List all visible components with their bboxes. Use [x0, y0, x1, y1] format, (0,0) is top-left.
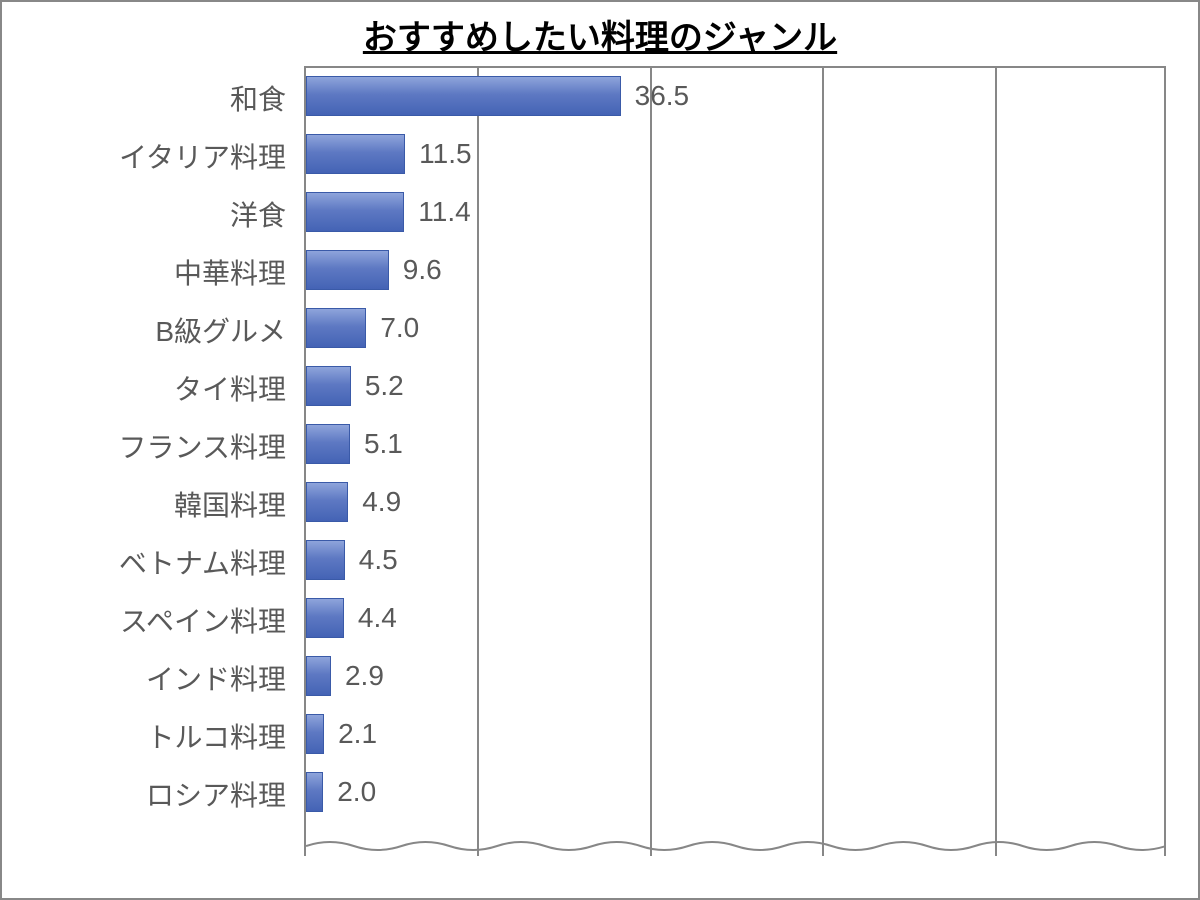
value-label: 5.1	[364, 428, 403, 460]
category-label: フランス料理	[2, 426, 286, 466]
gridline	[477, 68, 479, 856]
value-label: 2.9	[345, 660, 384, 692]
bar	[306, 772, 323, 812]
value-label: 4.4	[358, 602, 397, 634]
category-label: 韓国料理	[2, 484, 286, 524]
value-label: 9.6	[403, 254, 442, 286]
value-label: 4.9	[362, 486, 401, 518]
bar	[306, 366, 351, 406]
category-label: ベトナム料理	[2, 542, 286, 582]
bar	[306, 134, 405, 174]
chart-title: おすすめしたい料理のジャンル	[2, 10, 1198, 59]
bar	[306, 714, 324, 754]
value-label: 2.0	[337, 776, 376, 808]
bar	[306, 540, 345, 580]
bar	[306, 598, 344, 638]
category-label: 和食	[2, 78, 286, 118]
bar	[306, 656, 331, 696]
gridline	[822, 68, 824, 856]
value-label: 36.5	[635, 80, 690, 112]
value-label: 5.2	[365, 370, 404, 402]
category-label: スペイン料理	[2, 600, 286, 640]
plot-area: 36.5 11.5 11.4 9.6 7.0 5.2 5.1 4.9 4.5 4.4 2.9 2.1 2…	[304, 66, 1166, 856]
bar	[306, 482, 348, 522]
chart-frame: おすすめしたい料理のジャンル 36.5 11.5 11.4 9.6 7.0 5.2 5.1 4…	[0, 0, 1200, 900]
bar	[306, 250, 389, 290]
value-label: 11.4	[418, 196, 470, 228]
value-label: 7.0	[380, 312, 419, 344]
category-label: インド料理	[2, 658, 286, 698]
category-label: 中華料理	[2, 252, 286, 292]
category-label: 洋食	[2, 194, 286, 234]
category-label: イタリア料理	[2, 136, 286, 176]
value-label: 4.5	[359, 544, 398, 576]
bar	[306, 424, 350, 464]
bar	[306, 308, 366, 348]
truncation-wave	[306, 832, 1164, 860]
category-label: ロシア料理	[2, 774, 286, 814]
gridline	[650, 68, 652, 856]
value-label: 2.1	[338, 718, 377, 750]
value-label: 11.5	[419, 138, 471, 170]
bar	[306, 76, 621, 116]
gridline	[995, 68, 997, 856]
category-label: トルコ料理	[2, 716, 286, 756]
bar	[306, 192, 404, 232]
category-label: タイ料理	[2, 368, 286, 408]
category-label: B級グルメ	[2, 310, 286, 350]
